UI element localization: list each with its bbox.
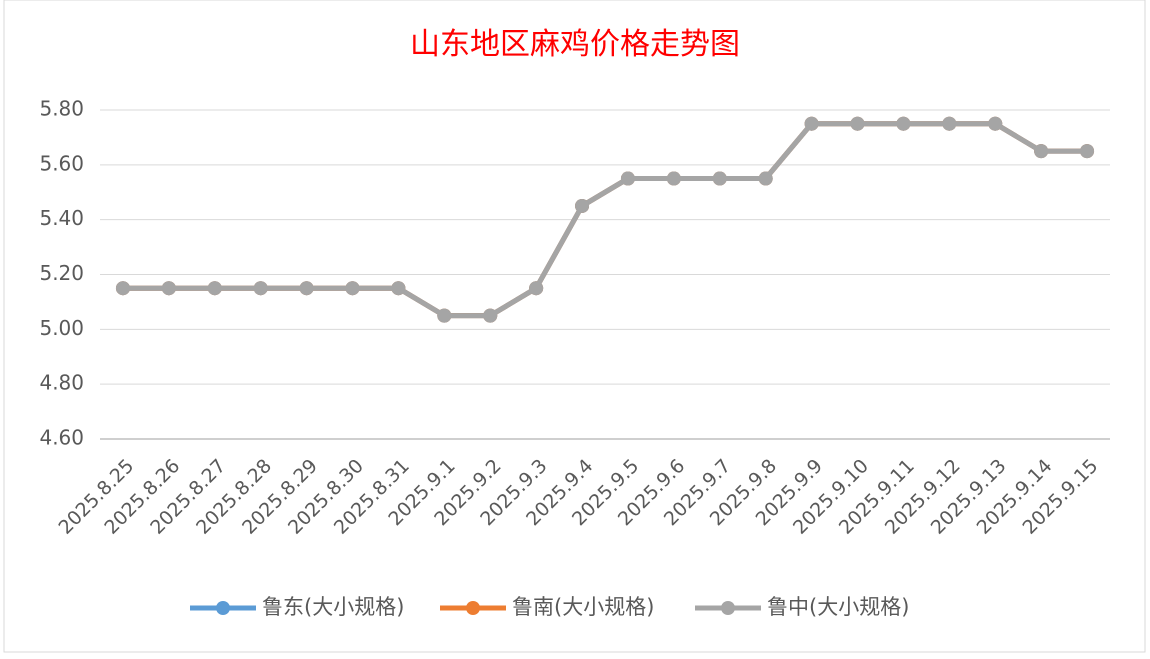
- data-point: [437, 308, 452, 323]
- data-point: [483, 308, 498, 323]
- legend-label: 鲁中(大小规格): [767, 595, 909, 619]
- chart-border: [3, 0, 1146, 653]
- legend-marker: [216, 601, 230, 615]
- y-tick-label: 4.60: [39, 426, 84, 450]
- y-tick-label: 5.20: [39, 261, 84, 285]
- data-point: [115, 281, 130, 296]
- data-point: [1080, 144, 1095, 159]
- y-tick-label: 5.00: [39, 316, 84, 340]
- data-point: [1034, 144, 1049, 159]
- legend-label: 鲁东(大小规格): [262, 595, 404, 619]
- data-point: [712, 171, 727, 186]
- data-point: [575, 198, 590, 213]
- data-point: [988, 116, 1003, 131]
- chart-title: 山东地区麻鸡价格走势图: [410, 27, 740, 62]
- data-point: [804, 116, 819, 131]
- y-tick-label: 5.60: [39, 151, 84, 175]
- legend-marker: [466, 601, 480, 615]
- series-line: [122, 121, 1088, 319]
- legend-label: 鲁南(大小规格): [512, 595, 654, 619]
- data-point: [391, 281, 406, 296]
- data-point: [942, 116, 957, 131]
- data-point: [896, 116, 911, 131]
- data-point: [207, 281, 222, 296]
- data-point: [299, 281, 314, 296]
- data-point: [529, 281, 544, 296]
- data-point: [758, 171, 773, 186]
- data-point: [850, 116, 865, 131]
- data-point: [253, 281, 268, 296]
- data-point: [620, 171, 635, 186]
- data-point: [666, 171, 681, 186]
- y-tick-label: 5.80: [39, 97, 84, 121]
- data-point: [345, 281, 360, 296]
- y-tick-label: 5.40: [39, 206, 84, 230]
- legend-marker: [721, 601, 735, 615]
- data-point: [161, 281, 176, 296]
- y-tick-label: 4.80: [39, 371, 84, 395]
